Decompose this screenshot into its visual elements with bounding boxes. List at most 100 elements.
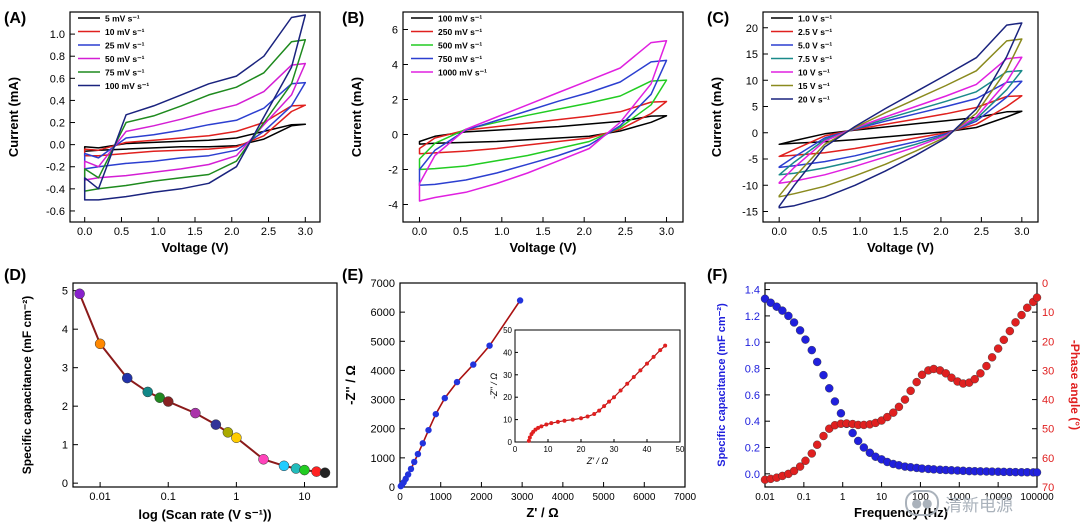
legend-label: 250 mV s⁻¹ [438,27,482,37]
data-point [453,378,461,386]
cv-loop-7 [778,22,1023,209]
phase-point [894,402,904,412]
panel-label: (A) [4,10,26,27]
y-tick-label: 0 [62,478,68,490]
data-point [210,419,222,430]
phase-point [982,361,991,371]
y-tick-label: 0.0 [745,469,760,481]
plot-frame [764,282,1038,488]
capacitance-point [778,306,787,315]
y-tick-label: 0.4 [50,95,65,107]
inset-frame [514,329,681,443]
cv-loop-5 [778,56,1023,184]
data-point [231,432,242,443]
x-tick-label: 3.0 [659,226,674,238]
inset-data-point [562,418,567,423]
panel-label: (F) [707,267,727,284]
capacitance-point [807,345,816,355]
inset-data-point [597,408,602,413]
x-axis-label: Voltage (V) [510,240,577,255]
x-tick-label: 5000 [592,492,615,503]
panel-e: (E)0 1000 2000 3000 4000 5000 6000 700001000200… [342,267,697,520]
phase-point [889,408,898,417]
legend-label: 500 mV s⁻¹ [438,41,482,51]
legend-label: 25 mV s⁻¹ [105,41,145,51]
phase-point [789,466,799,476]
inset-data-point [625,381,630,386]
watermark-text: 清新电源 [945,495,1013,516]
trend-line [78,293,326,474]
inset-data-point [549,421,554,426]
inset-data-point [658,348,663,353]
data-point [190,407,201,419]
phase-point [807,449,816,458]
x-tick-label: 0.1 [161,491,176,503]
legend-label: 750 mV s⁻¹ [438,54,482,64]
capacitance-point [801,335,810,344]
phase-point [1011,318,1020,327]
y-tick-label: 1.0 [745,337,760,349]
data-point [441,394,448,402]
legend-label: 15 V s⁻¹ [798,81,830,91]
inset-data-point [612,395,616,400]
legend-label: 20 V s⁻¹ [798,95,830,105]
y-tick-label: 0.2 [745,443,760,455]
data-point [486,342,493,349]
capacitance-point [789,318,799,327]
phase-point [976,369,985,378]
x-tick-label: 1.0 [852,226,867,238]
x-tick-label: 10000 [984,492,1012,503]
x-tick-label: 1.5 [187,226,202,238]
data-point [222,427,234,438]
data-point [419,440,426,447]
y-tick-label: 6 [392,25,398,37]
x-axis-label: log (Scan rate (V s⁻¹)) [138,507,271,522]
data-point [404,471,412,478]
y-tick-label: -5 [748,154,758,166]
inset-data-point [570,417,575,422]
capacitance-point [848,428,857,438]
y-right-tick-label: 40 [1042,395,1054,407]
capacitance-point [795,326,805,335]
y-axis-label: Current (mA) [709,77,724,157]
x-tick-label: 4000 [552,492,575,503]
watermark: ●● 清新电源 [905,488,1055,518]
x-tick-label: 0.0 [772,226,787,238]
phase-point [1032,293,1042,302]
capacitance-point [812,357,822,367]
x-tick-label: 0.01 [755,492,775,503]
y-tick-label: 1 [62,440,68,452]
inset-x-tick-label: 30 [610,445,619,454]
x-tick-label: 0.0 [77,226,92,238]
y-tick-label: 15 [746,49,758,61]
y-tick-label: 10 [746,75,758,87]
capacitance-point [1032,468,1042,477]
y-tick-label: 2000 [371,424,395,436]
inset-x-tick-label: 10 [544,445,553,454]
cv-loop-2 [83,104,307,157]
inset-data-point [579,416,583,421]
phase-point [912,377,921,387]
inset-x-tick-label: 40 [643,445,652,454]
y-axis-label: Current (mA) [6,77,21,157]
panel-b: (B) 0.0 0.5 1.0 1.5 2.0 2.5 3.0 -4 -2 0 2 4 6 Voltage … [342,10,684,255]
y-tick-label: 4 [62,324,68,336]
inset-data-point [631,375,636,380]
y-tick-label: 0.4 [745,416,760,428]
panel-label: (C) [707,10,729,27]
phase-point [900,395,910,404]
legend-label: 5 mV s⁻¹ [105,14,140,24]
x-tick-label: 0.01 [89,491,110,503]
inset-data-point [544,422,549,427]
y-tick-label: 0 [752,128,758,140]
data-point [299,464,310,476]
cv-loop-4 [418,59,668,187]
x-tick-label: 1000 [430,492,453,503]
y-tick-label: 0.8 [745,364,760,376]
phase-point [917,370,927,379]
panel-label: (D) [4,267,26,284]
data-point [432,410,440,418]
capacitance-point [766,298,775,307]
y-tick-label: 1000 [371,453,395,465]
y-tick-label: 3000 [371,395,395,407]
